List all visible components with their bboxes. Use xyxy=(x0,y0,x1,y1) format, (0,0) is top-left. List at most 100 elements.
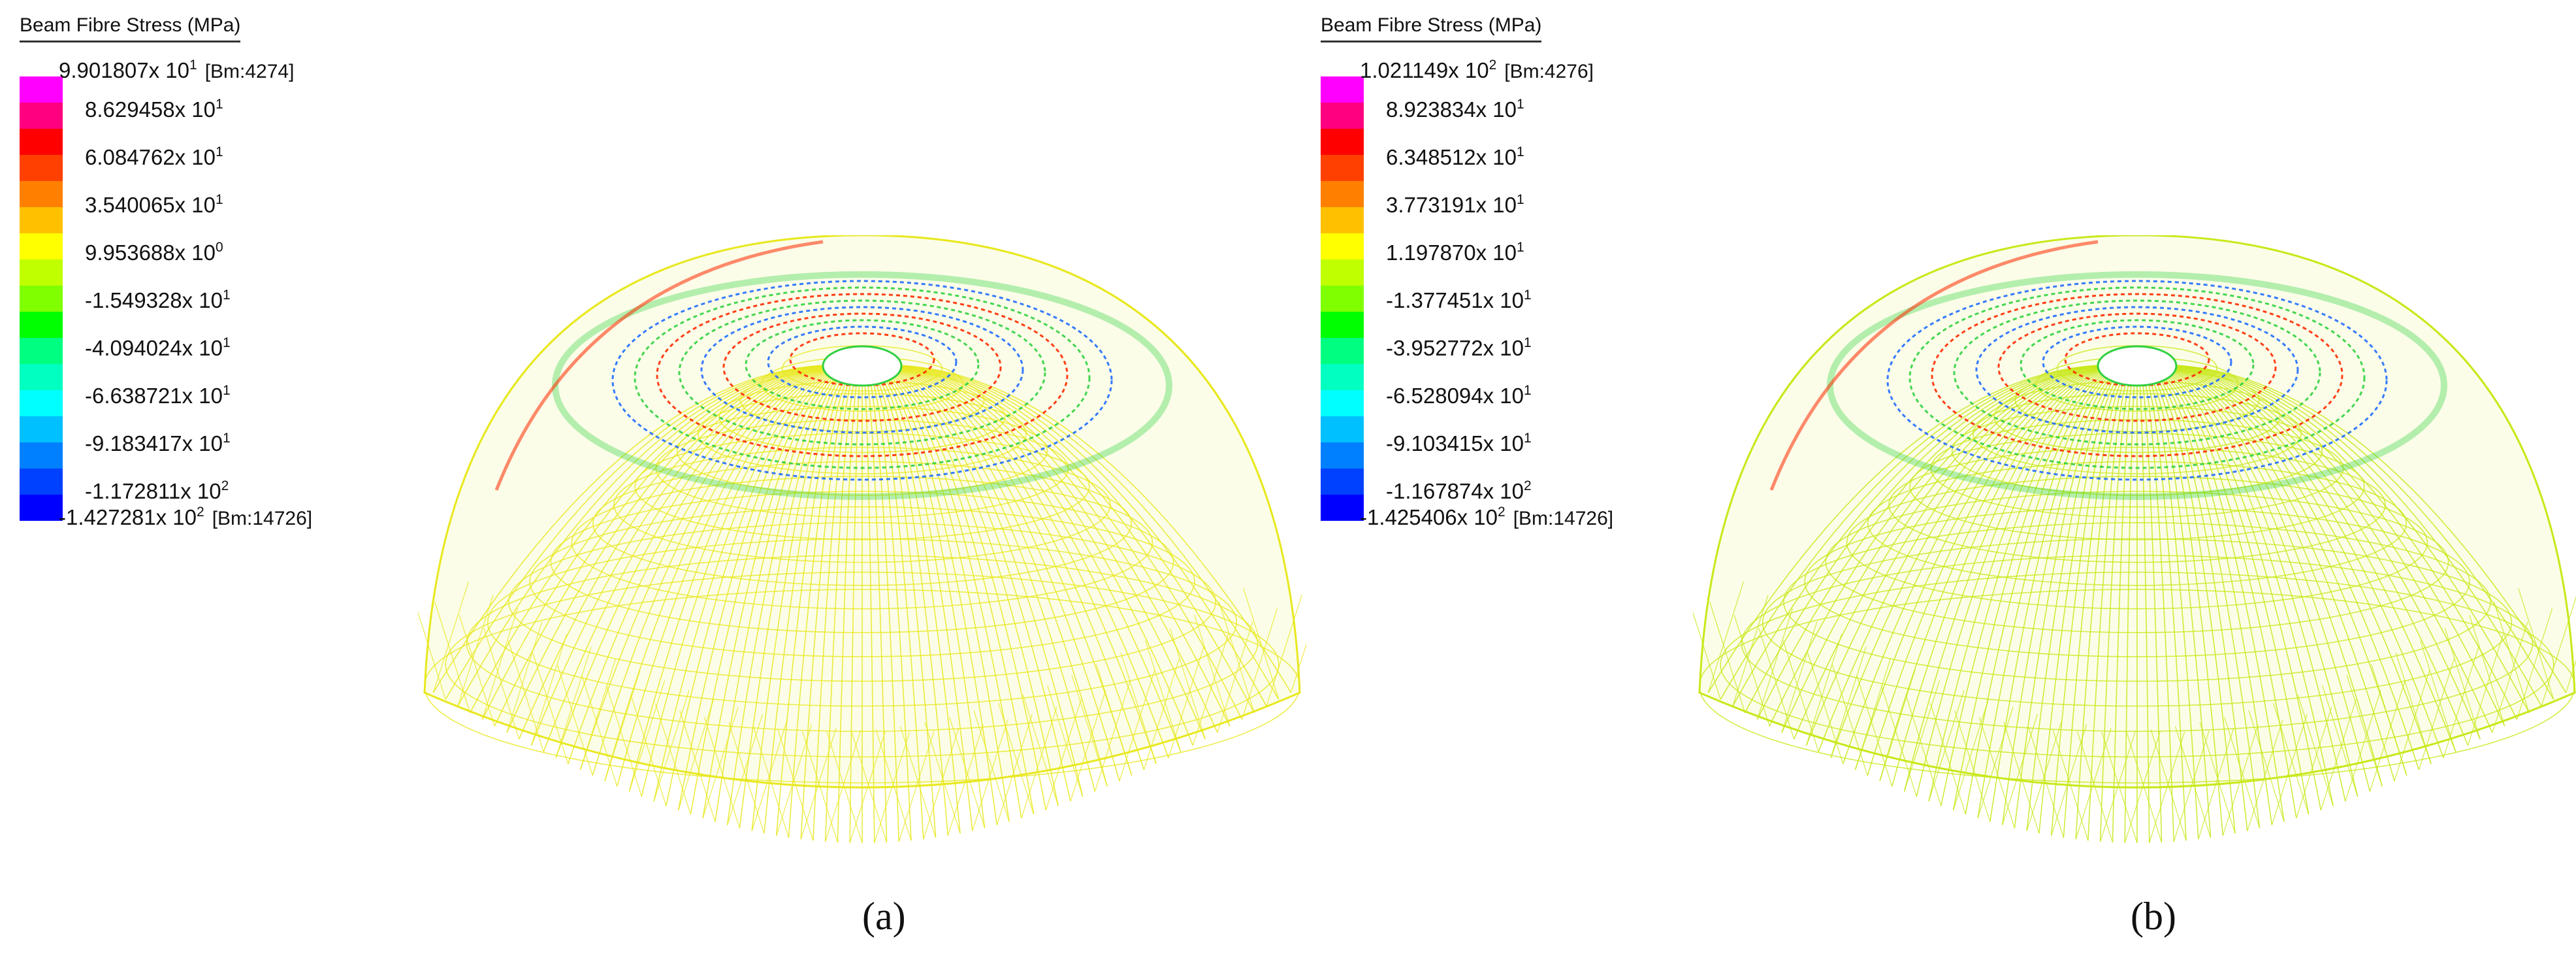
caption-a: (a) xyxy=(862,895,906,938)
mesh-line xyxy=(555,364,863,759)
mesh-line xyxy=(2469,614,2505,727)
legend-tick-label: -1.167874x 102 xyxy=(1386,478,1532,503)
colorbar-swatch xyxy=(1321,442,1364,469)
mesh-line xyxy=(850,731,888,843)
mesh-line xyxy=(898,730,935,842)
mesh-line xyxy=(777,729,814,841)
mesh-line xyxy=(2420,640,2456,752)
stress-ring xyxy=(1908,286,2366,469)
legend-tick-label: -1.172811x 102 xyxy=(85,478,229,503)
mesh-line xyxy=(2418,658,2455,770)
mesh-line xyxy=(1830,364,2138,759)
mesh-line xyxy=(459,614,495,727)
mesh-line xyxy=(861,364,1243,720)
mesh-line xyxy=(1096,664,1133,776)
mesh-line xyxy=(1243,588,1280,700)
mesh-line xyxy=(2346,675,2383,787)
mesh-line xyxy=(702,706,739,819)
min-exponent: 2 xyxy=(1498,504,1505,520)
mesh-line xyxy=(923,728,959,840)
mesh-ring xyxy=(1825,491,2449,633)
mesh-line xyxy=(1905,694,1942,806)
colorbar-swatch xyxy=(1321,495,1364,521)
legend-tick-label: 6.348512x 101 xyxy=(1386,144,1524,169)
mesh-ring xyxy=(1720,571,2554,758)
mesh-ring xyxy=(445,571,1280,758)
mesh-ring xyxy=(1888,446,2386,563)
mesh-line xyxy=(752,726,790,838)
mesh-line xyxy=(1781,621,1818,733)
colorbar-swatch xyxy=(1321,338,1364,364)
mesh-line xyxy=(1867,364,2138,776)
stress-ring xyxy=(656,293,1069,457)
colorbar-swatch xyxy=(20,233,63,259)
mesh-line xyxy=(861,364,1182,752)
colorbar-swatch xyxy=(20,286,63,312)
mesh-ring xyxy=(1846,476,2428,610)
mesh-line xyxy=(2136,364,2456,752)
mesh-ring xyxy=(1804,506,2470,657)
mesh-line xyxy=(861,364,1292,693)
colorbar-swatch xyxy=(1321,259,1364,286)
mesh-line xyxy=(2149,731,2185,843)
mesh-line xyxy=(1805,634,1843,746)
mesh-line xyxy=(1954,710,1991,822)
colorbar-swatch xyxy=(1321,103,1364,129)
mesh-line xyxy=(506,621,543,733)
mesh-line xyxy=(677,699,715,811)
mesh-line xyxy=(418,611,446,700)
legend-tick-label: 3.773191x 101 xyxy=(1386,192,1524,217)
legend-tick-label: 1.197870x 101 xyxy=(1386,240,1524,265)
min-beam-tag: [Bm:14726] xyxy=(1513,508,1614,529)
colorbar-swatch xyxy=(20,155,63,181)
stress-ring xyxy=(1997,312,2277,422)
mesh-line xyxy=(2136,364,2407,776)
mesh-line xyxy=(2136,364,2518,720)
mesh-ring xyxy=(1972,393,2302,474)
mesh-line xyxy=(481,608,519,720)
colorbar-swatch xyxy=(1321,469,1364,495)
mesh-ring xyxy=(1762,538,2513,707)
mesh-line xyxy=(2271,714,2308,825)
mesh-line xyxy=(1929,702,1967,815)
mesh-line xyxy=(2101,731,2138,844)
mesh-line xyxy=(2394,669,2430,782)
mesh-line xyxy=(1831,664,1868,776)
mesh-ring xyxy=(698,393,1027,474)
mesh-line xyxy=(2136,364,2420,770)
stress-ring xyxy=(745,319,980,410)
stress-ring xyxy=(1975,306,2299,434)
colorbar-swatch xyxy=(20,207,63,233)
mesh-ring xyxy=(655,419,1069,518)
mesh-line xyxy=(1047,685,1084,797)
panel-a: Beam Fibre Stress (MPa) 9.901807x 101 [Bm… xyxy=(20,14,1306,938)
mesh-line xyxy=(653,690,690,802)
mesh-line xyxy=(1168,646,1204,759)
colorbar xyxy=(20,76,63,521)
mesh-line xyxy=(555,646,592,759)
mesh-line xyxy=(703,717,741,829)
stress-legend: Beam Fibre Stress (MPa) 9.901807x 101 [Bm… xyxy=(20,14,425,537)
mesh-line xyxy=(924,722,961,834)
min-exponent: 2 xyxy=(197,504,204,520)
mesh-ring xyxy=(1699,589,2575,784)
min-beam-tag: [Bm:14726] xyxy=(212,508,313,529)
colorbar-swatch xyxy=(20,495,63,521)
mesh-line xyxy=(1070,690,1106,802)
mesh-line xyxy=(432,581,470,693)
mesh-line xyxy=(483,627,520,740)
colorbar-swatch xyxy=(1321,181,1364,207)
legend-tick-label: 8.923834x 101 xyxy=(1386,97,1524,122)
mesh-line xyxy=(2322,685,2359,797)
mesh-line xyxy=(1218,601,1255,714)
mesh-ring xyxy=(1951,406,2323,496)
stress-crest xyxy=(1769,240,2099,491)
mesh-line xyxy=(507,640,544,752)
colorbar-swatch xyxy=(1321,155,1364,181)
mesh-line xyxy=(2136,364,2432,765)
mesh-line xyxy=(1022,694,1059,806)
stress-ring xyxy=(767,325,958,399)
colorbar-swatch xyxy=(20,390,63,416)
max-mantissa: 9.901807 xyxy=(59,58,149,82)
mesh-line xyxy=(2518,588,2554,700)
